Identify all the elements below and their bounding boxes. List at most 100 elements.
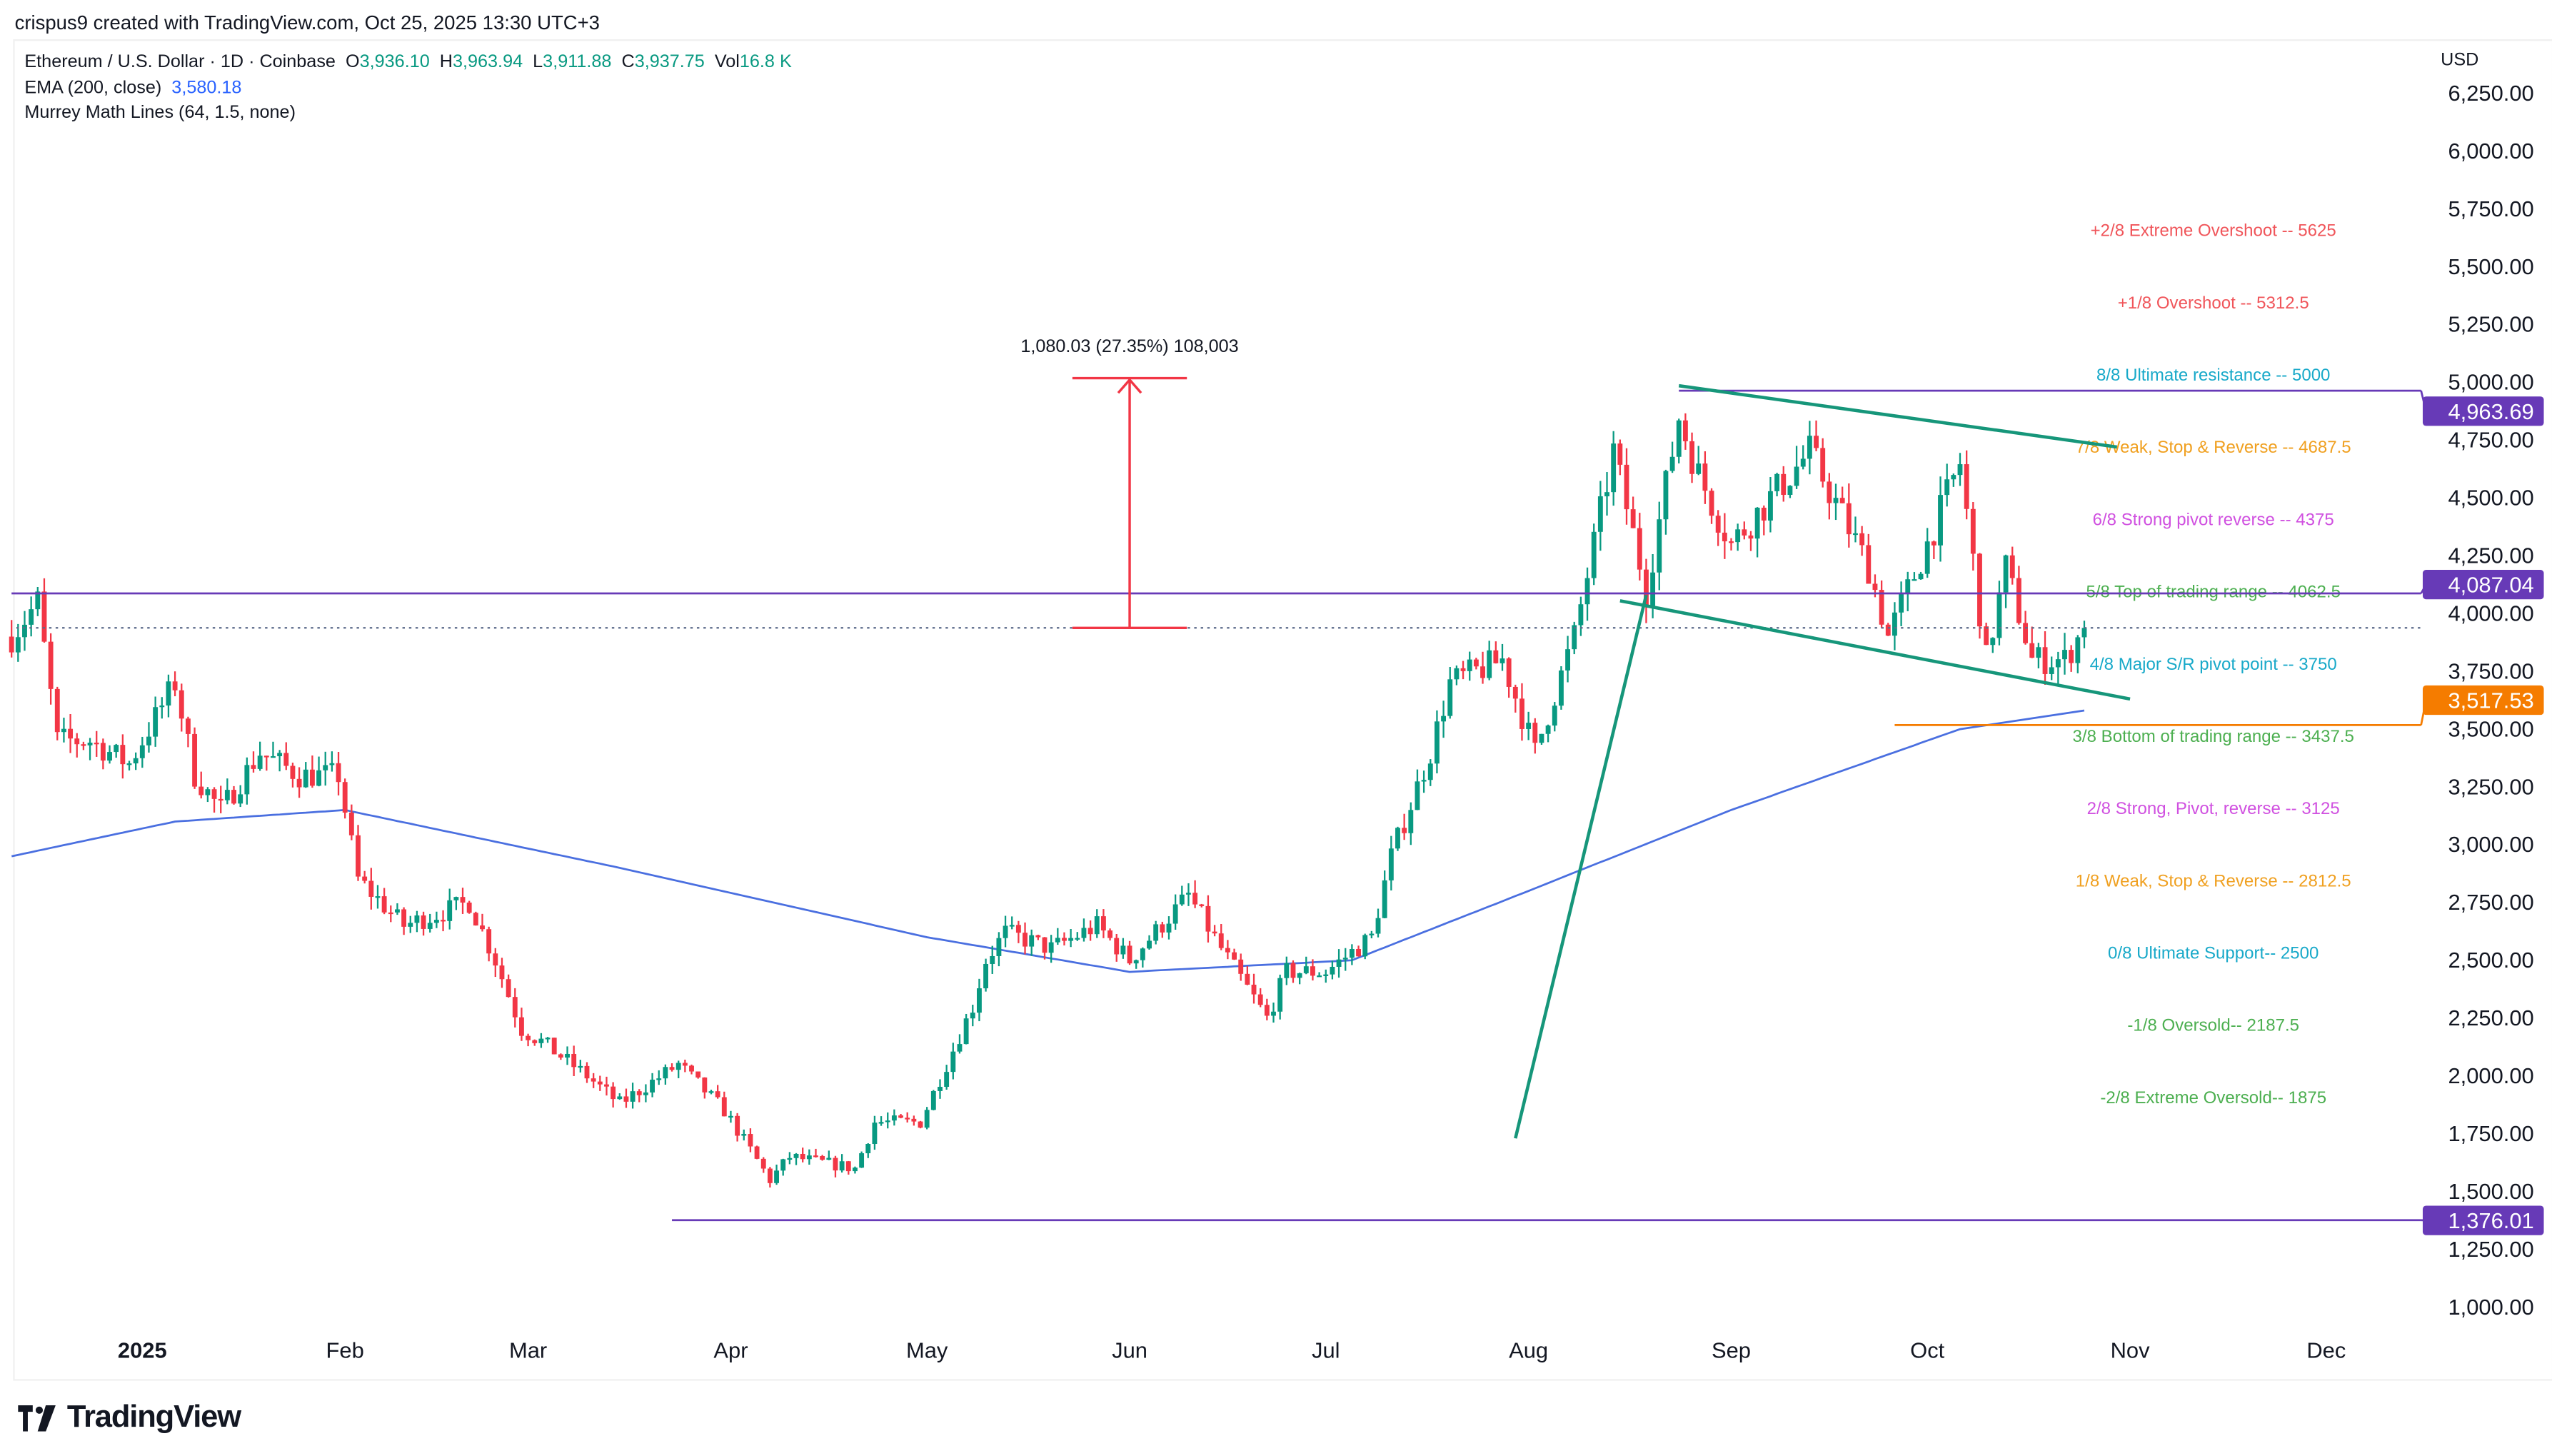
candle-body	[1088, 928, 1093, 934]
candle-body	[1899, 594, 1904, 613]
candle-body	[1971, 509, 1976, 554]
x-tick-label: Dec	[2306, 1338, 2346, 1363]
candle-body	[1814, 436, 1819, 448]
candle-body	[1768, 491, 1773, 521]
volume-value: 16.8 K	[740, 52, 792, 71]
candle-body	[591, 1078, 596, 1081]
candle-body	[1337, 960, 1342, 967]
candle-body	[68, 729, 73, 739]
candle-body	[1709, 491, 1714, 516]
candle-body	[500, 965, 505, 979]
candle-body	[376, 896, 381, 898]
candle-body	[368, 881, 373, 897]
candle-body	[1107, 930, 1112, 938]
candle-body	[958, 1044, 963, 1052]
candle-body	[1043, 938, 1048, 953]
murrey-label: -1/8 Oversold-- 2187.5	[2127, 1016, 2299, 1035]
candle-body	[1677, 421, 1682, 457]
x-tick-label: Nov	[2111, 1338, 2151, 1363]
murrey-indicator-row[interactable]: Murrey Math Lines (64, 1.5, none)	[24, 101, 791, 127]
candle-body	[1611, 443, 1616, 492]
candle-body	[1886, 625, 1891, 636]
candle-body	[1925, 541, 1930, 573]
candle-body	[159, 706, 164, 707]
candle-body	[81, 744, 86, 745]
candle-body	[925, 1110, 930, 1128]
ema-200-line	[11, 711, 2084, 972]
candle-body	[1277, 978, 1282, 1012]
ema-value: 3,580.18	[171, 78, 241, 97]
candle-body	[794, 1154, 799, 1158]
candle-body	[683, 1063, 688, 1065]
candle-body	[1526, 723, 1531, 729]
y-tick-label: 3,750.00	[2448, 658, 2533, 683]
candle-body	[1127, 945, 1132, 963]
candle-body	[526, 1036, 531, 1040]
candle-body	[1592, 532, 1597, 578]
candle-body	[768, 1169, 773, 1183]
candle-body	[650, 1080, 655, 1093]
candle-body	[1304, 966, 1309, 973]
candle-body	[127, 763, 132, 765]
candle-body	[114, 745, 119, 752]
candle-body	[395, 909, 400, 912]
candle-body	[61, 729, 66, 733]
tradingview-logo-text: TradingView	[67, 1400, 241, 1436]
candle-body	[1467, 660, 1472, 671]
candle-body	[565, 1054, 570, 1058]
candle-body	[1827, 481, 1832, 503]
price-badge-label: 4,087.04	[2448, 573, 2533, 598]
candle-body	[336, 763, 341, 782]
candle-body	[1232, 953, 1237, 960]
y-tick-label: 6,000.00	[2448, 139, 2533, 164]
candle-body	[1062, 938, 1067, 940]
candle-body	[388, 913, 393, 914]
candle-body	[2004, 556, 2009, 593]
candle-body	[283, 753, 288, 765]
candle-body	[964, 1018, 969, 1044]
candle-body	[1755, 508, 1760, 538]
candle-body	[938, 1087, 943, 1091]
candle-body	[859, 1153, 864, 1168]
candle-body	[153, 707, 158, 736]
candle-body	[1252, 985, 1257, 995]
high-label: H	[440, 52, 453, 71]
candle-body	[166, 681, 171, 706]
candle-body	[244, 765, 249, 794]
candle-body	[1265, 1005, 1270, 1015]
candle-body	[1853, 533, 1858, 535]
candle-body	[1160, 924, 1165, 932]
candle-body	[1807, 436, 1812, 458]
x-tick-label: Mar	[509, 1338, 547, 1363]
candle-body	[532, 1040, 537, 1043]
candle-body	[1637, 528, 1642, 570]
tradingview-logo: TradingView	[18, 1400, 241, 1436]
candle-body	[722, 1098, 727, 1117]
candle-body	[1487, 651, 1492, 678]
candle-body	[1082, 928, 1087, 938]
symbol-name[interactable]: Ethereum / U.S. Dollar · 1D · Coinbase	[24, 52, 336, 71]
candle-body	[2029, 643, 2034, 658]
candle-body	[225, 790, 230, 800]
y-tick-label: 1,000.00	[2448, 1295, 2533, 1320]
candle-body	[898, 1115, 903, 1118]
candle-body	[611, 1087, 616, 1100]
candle-body	[1859, 533, 1864, 546]
candle-body	[506, 979, 511, 997]
candle-body	[1415, 781, 1420, 810]
y-tick-label: 4,750.00	[2448, 428, 2533, 453]
candle-body	[1245, 974, 1250, 985]
candle-body	[2075, 637, 2080, 663]
tradingview-logo-icon	[18, 1405, 61, 1432]
candle-body	[2010, 556, 2015, 578]
candle-body	[631, 1091, 636, 1102]
candle-body	[1507, 658, 1512, 687]
y-tick-label: 2,000.00	[2448, 1063, 2533, 1088]
candle-body	[251, 765, 256, 769]
murrey-label: 0/8 Ultimate Support-- 2500	[2108, 944, 2319, 963]
ema-indicator-row[interactable]: EMA (200, close) 3,580.18	[24, 76, 791, 102]
candle-body	[258, 755, 263, 769]
candle-body	[761, 1159, 766, 1169]
candle-body	[401, 909, 406, 926]
